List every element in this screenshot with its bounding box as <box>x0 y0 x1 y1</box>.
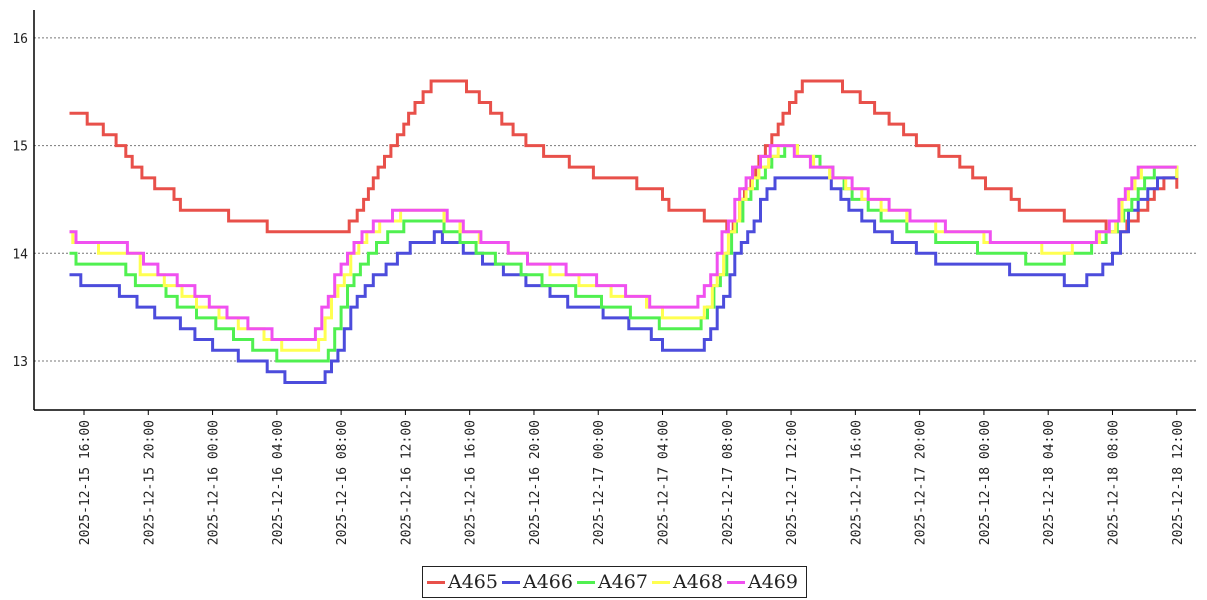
x-tick-labels: 2025-12-15 16:00 2025-12-15 20:00 2025-12-… <box>78 410 1186 545</box>
y-tick-label: 16 <box>12 32 28 47</box>
legend-swatch <box>502 580 520 584</box>
x-tick-label: 2025-12-18 08:00 <box>1106 420 1121 545</box>
y-tick-label: 13 <box>12 355 28 370</box>
x-tick-label: 2025-12-17 08:00 <box>721 420 736 545</box>
legend-label: A465 <box>448 571 498 593</box>
x-tick-label: 2025-12-18 00:00 <box>978 420 993 545</box>
x-tick-label: 2025-12-17 20:00 <box>914 420 929 545</box>
gridlines <box>34 37 1196 362</box>
legend-item-a469: A469 <box>727 571 798 593</box>
series-line-a465 <box>69 79 1179 234</box>
x-tick-label: 2025-12-18 12:00 <box>1171 420 1186 545</box>
x-tick-label: 2025-12-16 20:00 <box>528 420 543 545</box>
y-tick-label: 14 <box>12 247 28 262</box>
legend-item-a465: A465 <box>427 571 498 593</box>
series-line-a468 <box>69 144 1179 352</box>
x-tick-label: 2025-12-16 00:00 <box>207 420 222 545</box>
legend-item-a467: A467 <box>577 571 648 593</box>
axes <box>33 10 1196 411</box>
series-lines <box>69 79 1179 384</box>
x-tick-label: 2025-12-16 16:00 <box>464 420 479 545</box>
legend-swatch <box>427 580 445 584</box>
y-tick-labels: 13 14 15 16 <box>12 32 28 370</box>
x-tick-label: 2025-12-18 04:00 <box>1042 420 1057 545</box>
legend-label: A469 <box>748 571 798 593</box>
x-tick-label: 2025-12-17 00:00 <box>592 420 607 545</box>
x-tick-label: 2025-12-17 16:00 <box>849 420 864 545</box>
line-chart: 13 14 15 16 2025-12-15 16:00 2025-12-15 20:0… <box>12 10 1196 545</box>
x-tick-label: 2025-12-17 12:00 <box>785 420 800 545</box>
x-tick-label: 2025-12-16 04:00 <box>271 420 286 545</box>
x-tick-label: 2025-12-15 20:00 <box>142 420 157 545</box>
y-tick-label: 15 <box>12 140 28 155</box>
x-tick-label: 2025-12-17 04:00 <box>657 420 672 545</box>
x-tick-label: 2025-12-16 12:00 <box>399 420 414 545</box>
legend: A465 A466 A467 A468 A469 <box>422 566 807 598</box>
series-line-a466 <box>69 176 1177 384</box>
legend-label: A468 <box>673 571 723 593</box>
legend-label: A467 <box>598 571 648 593</box>
legend-item-a466: A466 <box>502 571 573 593</box>
legend-item-a468: A468 <box>652 571 723 593</box>
legend-label: A466 <box>523 571 573 593</box>
legend-swatch <box>577 580 595 584</box>
x-tick-label: 2025-12-15 16:00 <box>78 420 93 545</box>
x-tick-label: 2025-12-16 08:00 <box>335 420 350 545</box>
legend-swatch <box>652 580 670 584</box>
series-line-a469 <box>69 144 1177 341</box>
legend-swatch <box>727 580 745 584</box>
